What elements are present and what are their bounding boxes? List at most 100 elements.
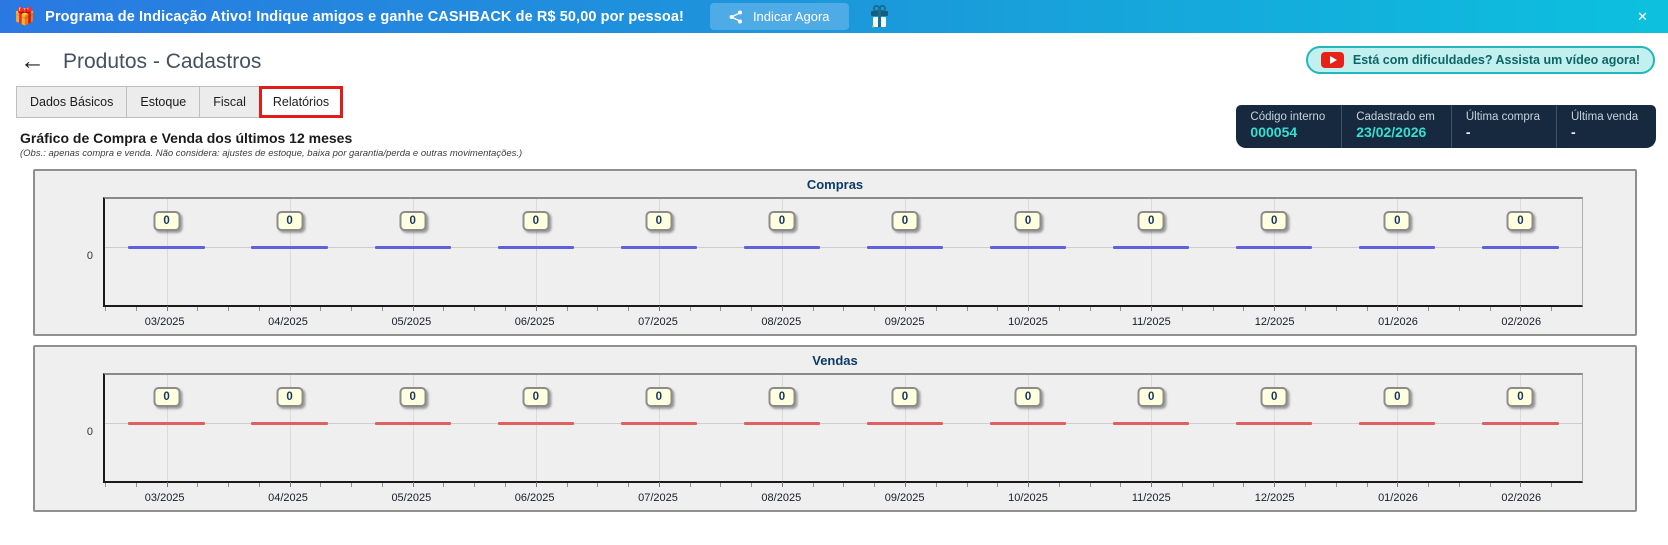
- axis-tick: [1551, 307, 1553, 311]
- month-cell: 0: [597, 199, 720, 311]
- line-segment: [866, 245, 944, 249]
- axis-tick: [1212, 483, 1214, 487]
- axis-tick: [289, 306, 291, 311]
- axis-tick: [1520, 306, 1522, 311]
- axis-tick: [997, 483, 999, 487]
- axis-tick: [1274, 482, 1276, 487]
- x-axis-label: 08/2025: [761, 492, 802, 504]
- line-segment: [989, 421, 1067, 425]
- month-cell: 0: [720, 375, 843, 487]
- axis-tick: [905, 306, 906, 311]
- month-gridline: [658, 199, 660, 305]
- x-axis-label: 05/2025: [391, 316, 432, 328]
- line-segment: [1359, 245, 1436, 249]
- axis-tick: [966, 483, 968, 487]
- axis-tick: [1212, 307, 1214, 311]
- y-axis: 0: [35, 197, 103, 328]
- line-segment: [374, 421, 451, 425]
- axis-tick: [1028, 482, 1030, 487]
- axis-tick: [781, 482, 783, 487]
- value-label: 0: [1506, 387, 1534, 407]
- axis-tick: [1151, 482, 1153, 487]
- zero-gridline: [105, 422, 1582, 424]
- tab-bar: Dados Básicos Estoque Fiscal Relatórios: [16, 86, 1668, 118]
- axis-tick: [412, 306, 414, 311]
- line-segment: [620, 421, 698, 425]
- axis-tick: [781, 306, 783, 311]
- x-axis-label: 12/2025: [1254, 492, 1295, 504]
- axis-tick: [658, 306, 660, 311]
- line-segment: [497, 245, 574, 249]
- help-video-button[interactable]: Está com dificuldades? Assista um vídeo …: [1305, 46, 1655, 74]
- axis-tick: [474, 307, 476, 311]
- month-gridline: [535, 199, 537, 305]
- axis-tick: [1151, 306, 1153, 311]
- axis-tick: [1489, 307, 1491, 311]
- value-label: 0: [1506, 211, 1534, 231]
- y-axis: 0: [35, 373, 103, 504]
- value-label: 0: [522, 211, 550, 231]
- y-axis-tick: 0: [86, 425, 93, 438]
- x-axis-label: 01/2026: [1378, 492, 1418, 504]
- gift-box-icon: [869, 5, 890, 28]
- axis-tick: [1489, 483, 1491, 487]
- axis-tick: [1366, 483, 1368, 487]
- info-label: Código interno: [1250, 111, 1326, 123]
- axis-tick: [351, 307, 353, 311]
- value-label: 0: [645, 211, 673, 231]
- chart-section-head: Gráfico de Compra e Venda dos últimos 12…: [20, 130, 1668, 159]
- axis-tick: [1058, 307, 1060, 311]
- info-label: Última venda: [1571, 111, 1639, 123]
- value-label: 0: [768, 211, 796, 231]
- tab-dados-basicos[interactable]: Dados Básicos: [16, 86, 128, 118]
- line-segment: [128, 421, 205, 425]
- value-label: 0: [1014, 211, 1042, 231]
- axis-tick: [443, 307, 445, 311]
- tab-relatorios[interactable]: Relatórios: [258, 86, 344, 118]
- month-cell: 0: [1212, 199, 1336, 311]
- axis-tick: [720, 307, 722, 311]
- x-axis-label: 03/2025: [144, 316, 185, 328]
- axis-tick: [1181, 307, 1183, 311]
- axis-tick: [1058, 483, 1060, 487]
- x-axis-label: 08/2025: [761, 316, 802, 328]
- info-value: 000054: [1250, 124, 1298, 140]
- axis-tick: [1120, 483, 1122, 487]
- info-value: 23/02/2026: [1356, 124, 1427, 140]
- indicar-agora-button[interactable]: Indicar Agora: [709, 3, 849, 30]
- axis-tick: [1089, 307, 1091, 311]
- month-cell: 0: [1458, 199, 1582, 311]
- month-gridline: [905, 199, 906, 305]
- month-cell: 0: [1212, 375, 1336, 487]
- month-cell: 0: [1458, 375, 1582, 487]
- tab-estoque[interactable]: Estoque: [126, 86, 201, 118]
- axis-tick: [320, 483, 322, 487]
- month-cell: 0: [474, 375, 597, 487]
- month-cell: 0: [351, 199, 474, 311]
- axis-tick: [381, 307, 383, 311]
- axis-tick: [966, 307, 968, 311]
- referral-banner: 🎁 Programa de Indicação Ativo! Indique a…: [0, 0, 1668, 33]
- axis-tick: [843, 307, 845, 311]
- x-axis-label: 06/2025: [514, 492, 555, 504]
- axis-tick: [320, 307, 322, 311]
- axis-tick: [1120, 307, 1122, 311]
- axis-tick: [1428, 483, 1430, 487]
- banner-close-icon[interactable]: ✕: [1637, 8, 1648, 24]
- axis-tick: [105, 307, 106, 311]
- tab-fiscal[interactable]: Fiscal: [199, 86, 260, 118]
- axis-tick: [935, 483, 937, 487]
- month-cell: 0: [105, 375, 228, 487]
- axis-tick: [935, 307, 937, 311]
- value-label: 0: [768, 387, 796, 407]
- chart-body: 0 0 0 0 0 0 0 0 0 0 0 0 0 03/2025 04/2025 05/2025 06/2…: [35, 197, 1635, 328]
- x-axis-label: 01/2026: [1378, 316, 1418, 328]
- back-arrow-icon[interactable]: ←: [20, 47, 45, 75]
- axis-tick: [443, 483, 445, 487]
- x-axis-labels: 03/2025 04/2025 05/2025 06/2025 07/2025 08/20…: [103, 492, 1583, 504]
- chart-body: 0 0 0 0 0 0 0 0 0 0 0 0 0 03/2025 04/2025 05/2025 06/2…: [35, 373, 1635, 504]
- month-gridline: [1028, 199, 1030, 305]
- value-label: 0: [645, 387, 673, 407]
- help-video-label: Está com dificuldades? Assista um vídeo …: [1352, 53, 1640, 67]
- line-segment: [620, 245, 698, 249]
